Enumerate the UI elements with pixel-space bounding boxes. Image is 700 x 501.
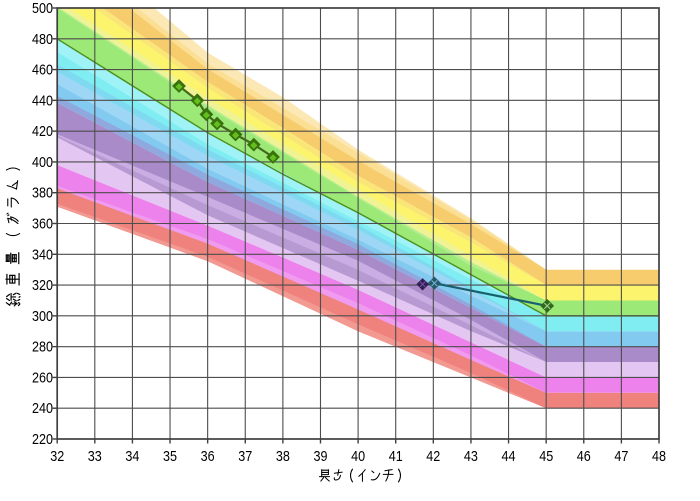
svg-text:440: 440 bbox=[32, 92, 53, 109]
svg-text:400: 400 bbox=[32, 154, 53, 171]
svg-text:480: 480 bbox=[32, 31, 53, 48]
svg-text:38: 38 bbox=[276, 448, 290, 465]
svg-text:380: 380 bbox=[32, 185, 53, 202]
svg-text:48: 48 bbox=[652, 448, 666, 465]
svg-text:43: 43 bbox=[464, 448, 478, 465]
svg-text:36: 36 bbox=[201, 448, 215, 465]
svg-text:47: 47 bbox=[614, 448, 628, 465]
svg-text:45: 45 bbox=[539, 448, 553, 465]
svg-text:460: 460 bbox=[32, 62, 53, 79]
svg-text:220: 220 bbox=[32, 431, 53, 448]
svg-text:46: 46 bbox=[577, 448, 591, 465]
svg-text:37: 37 bbox=[238, 448, 252, 465]
svg-text:280: 280 bbox=[32, 339, 53, 356]
svg-text:360: 360 bbox=[32, 216, 53, 233]
svg-text:41: 41 bbox=[389, 448, 403, 465]
svg-text:420: 420 bbox=[32, 123, 53, 140]
svg-text:240: 240 bbox=[32, 400, 53, 417]
svg-text:340: 340 bbox=[32, 246, 53, 263]
svg-text:300: 300 bbox=[32, 308, 53, 325]
svg-text:34: 34 bbox=[125, 448, 139, 465]
svg-text:39: 39 bbox=[314, 448, 328, 465]
svg-text:32: 32 bbox=[50, 448, 64, 465]
svg-text:44: 44 bbox=[502, 448, 516, 465]
svg-text:260: 260 bbox=[32, 369, 53, 386]
svg-text:35: 35 bbox=[163, 448, 177, 465]
svg-text:320: 320 bbox=[32, 277, 53, 294]
svg-text:500: 500 bbox=[32, 0, 53, 17]
svg-text:33: 33 bbox=[88, 448, 102, 465]
svg-text:40: 40 bbox=[351, 448, 365, 465]
svg-text:42: 42 bbox=[426, 448, 440, 465]
